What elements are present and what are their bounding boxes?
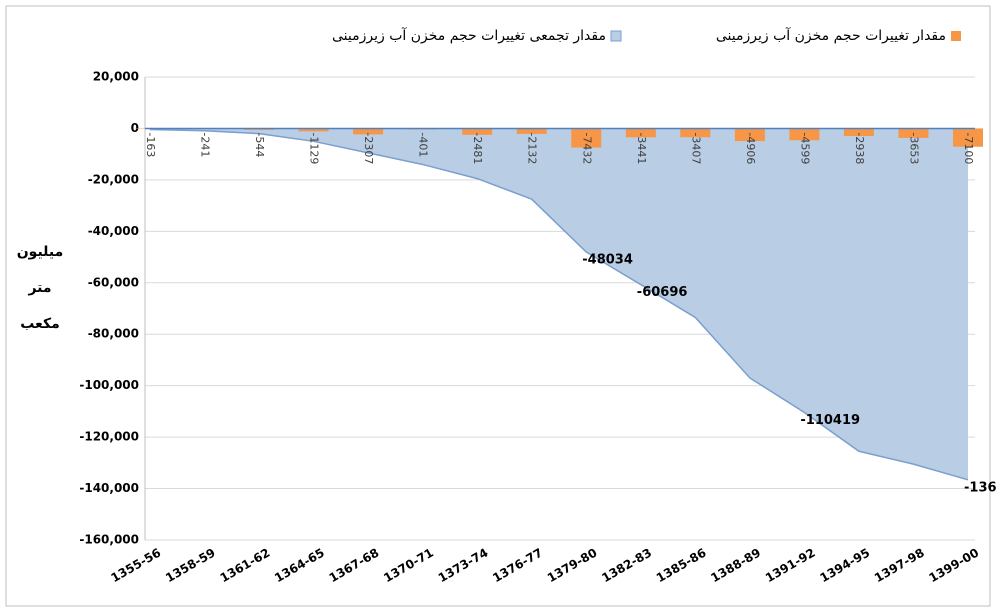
bar xyxy=(298,128,329,132)
bar xyxy=(680,128,711,138)
bar xyxy=(353,128,384,135)
data-label: -136608 xyxy=(964,480,996,495)
legend-label: مقدار تغییرات حجم مخزن آب زیرزمینی xyxy=(716,27,946,44)
data-label: -3441 xyxy=(635,132,648,164)
y-tick-label: -140,000 xyxy=(79,481,139,495)
y-tick-label: -40,000 xyxy=(88,224,139,238)
data-label: -241 xyxy=(199,132,212,157)
data-label: -3407 xyxy=(689,132,702,164)
bar xyxy=(953,128,983,147)
data-label: -4906 xyxy=(744,132,757,164)
data-label: -60696 xyxy=(637,285,688,300)
bar xyxy=(625,128,656,138)
bar xyxy=(516,128,547,134)
data-label: -4599 xyxy=(798,132,811,164)
data-label: -2481 xyxy=(471,132,484,164)
bar xyxy=(789,128,820,141)
bar xyxy=(734,128,765,142)
data-label: -48034 xyxy=(582,252,633,267)
bar xyxy=(571,128,602,148)
data-label: -544 xyxy=(253,132,266,157)
data-label: -2132 xyxy=(526,132,539,164)
y-tick-label: 20,000 xyxy=(93,70,139,84)
bar xyxy=(898,128,929,138)
y-tick-label: -100,000 xyxy=(79,378,139,392)
y-axis-label: مکعب xyxy=(20,316,60,332)
data-label: -7100 xyxy=(962,132,975,164)
y-tick-label: 0 xyxy=(131,121,139,135)
y-tick-label: -80,000 xyxy=(88,327,139,341)
data-label: -110419 xyxy=(800,413,860,428)
y-tick-label: -160,000 xyxy=(79,533,139,547)
y-tick-label: -60,000 xyxy=(88,275,139,289)
y-axis-label: میلیون xyxy=(17,244,64,260)
y-axis-label: متر xyxy=(27,280,51,296)
data-label: -163 xyxy=(144,132,157,157)
data-label: -3653 xyxy=(907,132,920,164)
data-label: -7432 xyxy=(580,132,593,164)
data-label: -2938 xyxy=(853,132,866,164)
legend-label: مقدار تجمعی تغییرات حجم مخزن آب زیرزمینی xyxy=(332,27,606,44)
bar xyxy=(843,128,874,137)
legend-swatch xyxy=(951,31,961,41)
area xyxy=(145,128,968,480)
data-label: -1129 xyxy=(308,132,321,164)
bar xyxy=(462,128,493,135)
y-tick-label: -20,000 xyxy=(88,172,139,186)
y-tick-label: -120,000 xyxy=(79,430,139,444)
data-label: -401 xyxy=(417,132,430,157)
data-label: -2307 xyxy=(362,132,375,164)
legend-swatch xyxy=(610,30,622,42)
area-line xyxy=(149,128,969,481)
